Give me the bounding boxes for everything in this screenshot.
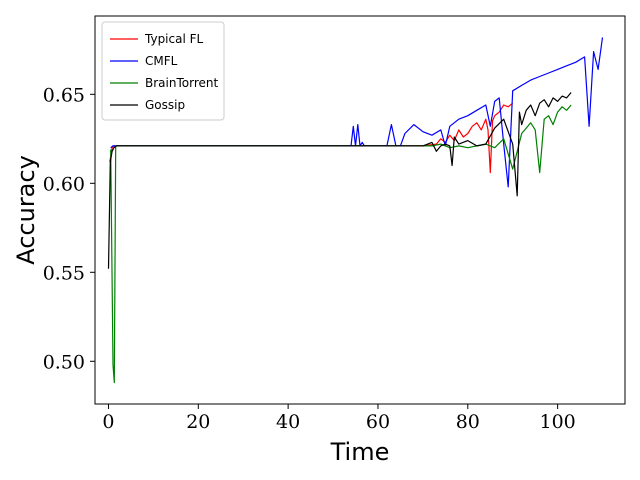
legend-label: Typical FL: [144, 32, 204, 46]
series-layer: [107, 37, 604, 384]
x-tick-label: 40: [276, 411, 300, 433]
x-tick-label: 100: [539, 411, 575, 433]
plot-frame: [94, 15, 626, 405]
series-line-gossip: [107, 92, 572, 269]
legend-label: CMFL: [145, 54, 178, 68]
x-tick-label: 60: [366, 411, 390, 433]
x-tick-label: 80: [456, 411, 480, 433]
y-axis: 0.50 0.55 0.60 0.65: [43, 84, 95, 373]
y-tick-label: 0.50: [43, 351, 85, 373]
y-tick-label: 0.65: [43, 84, 85, 106]
x-tick-label: 20: [186, 411, 210, 433]
y-axis-title: Accuracy: [12, 155, 40, 265]
x-axis-title: Time: [330, 438, 390, 466]
x-axis: 0 20 40 60 80 100: [102, 404, 576, 433]
legend: Typical FL CMFL BrainTorrent Gossip: [101, 21, 225, 121]
legend-label: BrainTorrent: [145, 76, 218, 90]
y-tick-label: 0.55: [43, 262, 85, 284]
legend-box: [101, 21, 225, 121]
legend-label: Gossip: [145, 98, 185, 112]
x-tick-label: 0: [102, 411, 114, 433]
y-tick-label: 0.60: [43, 173, 85, 195]
